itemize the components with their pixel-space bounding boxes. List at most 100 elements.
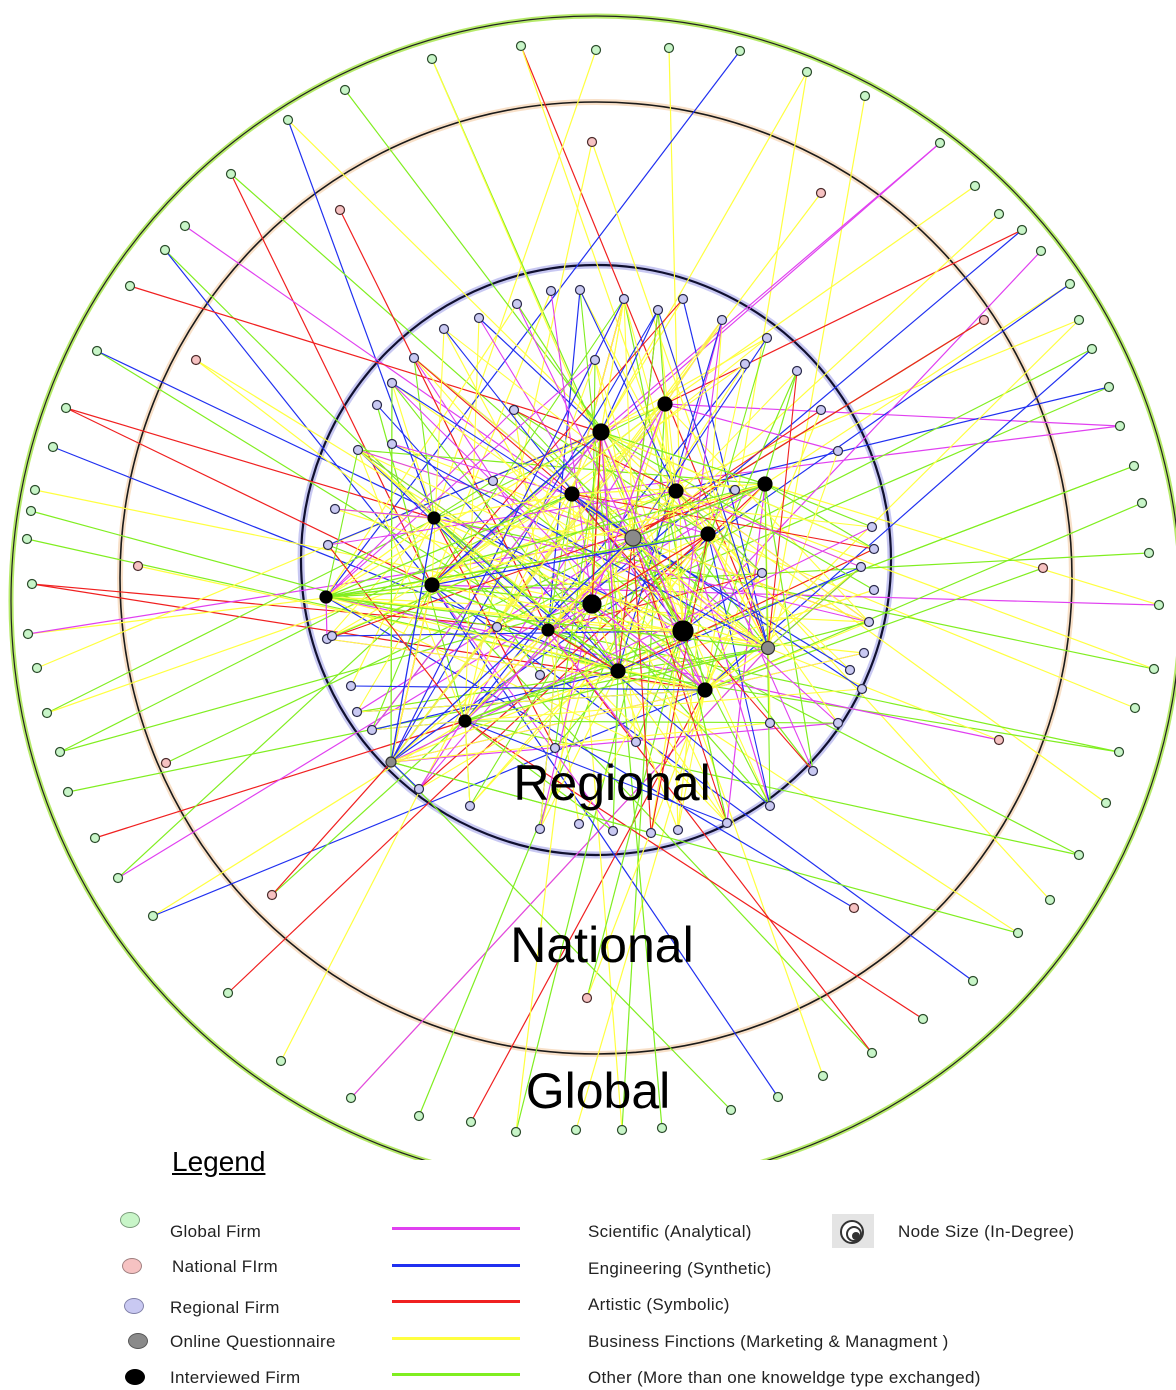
knowledge-tie: [547, 629, 637, 743]
global-firm-node: [1136, 497, 1148, 509]
node-size-icon: [832, 1214, 874, 1248]
global-firm-node: [62, 786, 74, 798]
knowledge-tie: [539, 670, 619, 830]
regional-firm-node: [589, 354, 601, 366]
knowledge-tie: [547, 572, 763, 631]
knowledge-tie: [600, 298, 625, 433]
knowledge-tie: [431, 298, 625, 586]
knowledge-tie: [357, 449, 435, 519]
global-firm-node: [1035, 245, 1047, 257]
national-firm-node: [586, 136, 598, 148]
global-firm-node: [1044, 894, 1056, 906]
knowledge-tie: [767, 621, 870, 649]
interviewed-firm-node: [592, 423, 610, 441]
regional-firm-node: [438, 323, 450, 335]
interviewed-firm-node: [319, 590, 333, 604]
knowledge-tie: [344, 89, 769, 649]
global-firm-node: [663, 42, 675, 54]
knowledge-tie: [464, 720, 471, 807]
regional-firm-node: [322, 539, 334, 551]
knowledge-tie: [327, 544, 466, 722]
knowledge-tie: [539, 493, 573, 676]
knowledge-tie: [325, 596, 769, 649]
global-firm-node: [1064, 278, 1076, 290]
knowledge-tie: [129, 285, 602, 433]
national-firm-node: [1037, 562, 1049, 574]
knowledge-tie: [164, 249, 549, 631]
global-firm-node: [413, 1110, 425, 1122]
knowledge-tie: [571, 337, 768, 495]
interviewed-firm-node: [424, 577, 440, 593]
knowledge-tie: [632, 537, 684, 632]
knowledge-tie: [707, 533, 1136, 709]
regional-firm-node: [351, 706, 363, 718]
global-firm-node: [1114, 420, 1126, 432]
interviewed-firm-node: [458, 714, 472, 728]
regional-firm-node: [534, 823, 546, 835]
knowledge-tie: [433, 517, 556, 749]
knowledge-tie: [617, 566, 862, 672]
knowledge-tie: [617, 548, 875, 672]
regional-firm-node: [739, 358, 751, 370]
knowledge-tie: [431, 584, 593, 605]
knowledge-tie: [767, 647, 1000, 741]
artistic-line-swatch: [392, 1300, 520, 1303]
knowledge-tie: [325, 303, 518, 598]
national-firm-node: [815, 187, 827, 199]
regional-firm-node: [618, 293, 630, 305]
knowledge-tie: [357, 449, 466, 722]
knowledge-tie: [230, 173, 769, 649]
knowledge-tie: [707, 533, 769, 649]
knowledge-tie: [632, 409, 822, 539]
knowledge-tie: [704, 647, 769, 691]
network-diagram: Regional National Global: [8, 13, 1176, 1160]
regional-firm-node: [549, 742, 561, 754]
knowledge-tie: [357, 449, 706, 691]
knowledge-tie: [391, 382, 634, 539]
knowledge-tie: [327, 431, 602, 546]
knowledge-tie: [513, 409, 634, 539]
knowledge-tie: [325, 517, 435, 598]
knowledge-tie: [677, 689, 706, 831]
knowledge-tie: [571, 493, 634, 539]
knowledge-tie: [464, 141, 593, 722]
knowledge-tie: [464, 720, 728, 824]
knowledge-tie: [571, 493, 875, 550]
knowledge-tie: [287, 119, 709, 535]
knowledge-tie: [431, 483, 766, 586]
knowledge-tie: [675, 490, 1051, 901]
regional-firm-node: [645, 827, 657, 839]
global-firm-node: [1143, 547, 1155, 559]
knowledge-tie: [464, 720, 924, 1020]
knowledge-tie: [470, 689, 706, 1123]
regional-firm-node: [464, 800, 476, 812]
legend-global-firm: Global Firm: [170, 1222, 262, 1241]
knowledge-tie: [600, 431, 870, 623]
knowledge-tie: [413, 357, 435, 519]
global-firm-node: [590, 44, 602, 56]
knowledge-tie: [117, 431, 602, 879]
other-line-swatch: [392, 1373, 520, 1376]
knowledge-tie: [682, 337, 768, 632]
regional-firm-node: [652, 304, 664, 316]
knowledge-tie: [443, 328, 709, 535]
regional-firm-node: [487, 475, 499, 487]
regional-firm-node: [764, 800, 776, 812]
global-firm-node: [1073, 849, 1085, 861]
knowledge-tie: [675, 490, 763, 574]
global-firm-node: [26, 578, 38, 590]
regional-firm-node: [574, 284, 586, 296]
global-firm-node: [54, 746, 66, 758]
global-firm-node: [1113, 746, 1125, 758]
global-firm-node: [465, 1116, 477, 1128]
knowledge-tie: [664, 403, 839, 452]
knowledge-tie: [356, 689, 706, 713]
knowledge-tie: [357, 449, 549, 631]
knowledge-tie: [591, 431, 602, 605]
global-firm-node: [29, 484, 41, 496]
knowledge-tie: [431, 298, 684, 586]
global-firm-node: [570, 1124, 582, 1136]
knowledge-tie: [586, 533, 709, 999]
knowledge-tie: [390, 761, 732, 1111]
knowledge-tie: [418, 533, 709, 790]
